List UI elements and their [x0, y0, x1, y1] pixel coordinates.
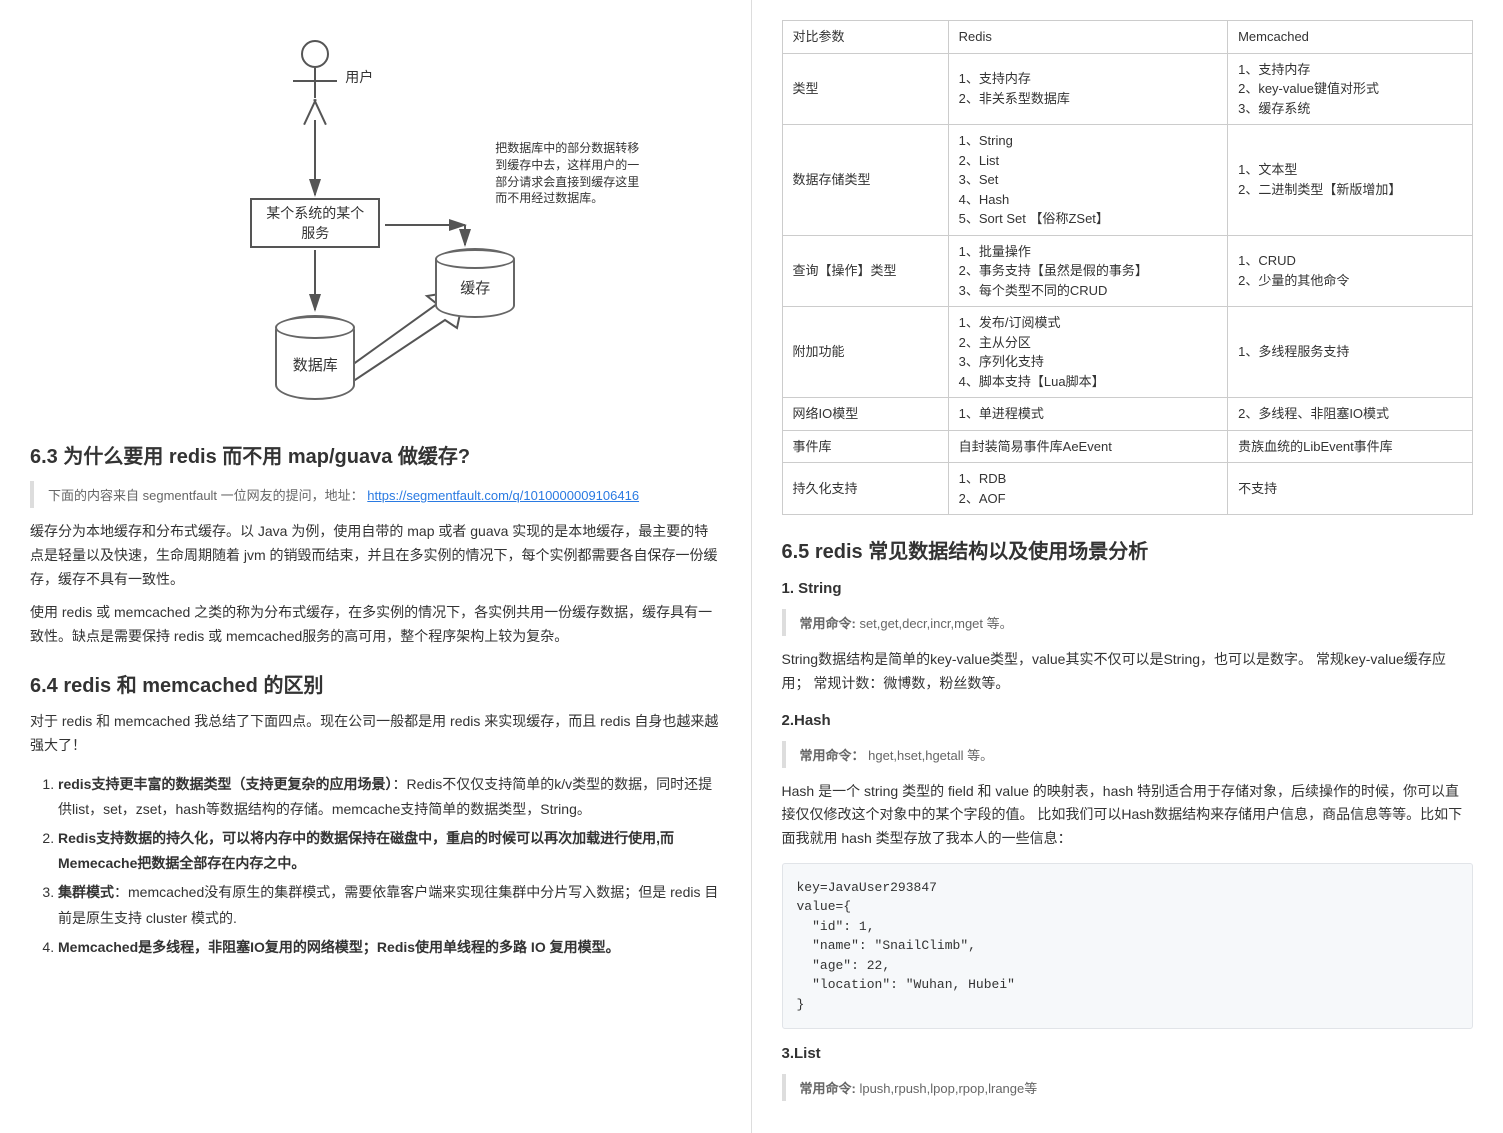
list-item: Memcached是多线程，非阻塞IO复用的网络模型；Redis使用单线程的多路…	[58, 935, 721, 960]
left-column: 用户 某个系统的某个 服务 缓存 数据库 把数据库中的部分数据转移 到缓存中去，…	[0, 0, 752, 1133]
sec65-hash-title: 2.Hash	[782, 712, 1474, 729]
table-cell: 1、单进程模式	[948, 398, 1227, 431]
cache-label: 缓存	[437, 277, 513, 298]
db-cylinder: 数据库	[275, 315, 355, 400]
table-cell: 1、多线程服务支持	[1228, 307, 1473, 398]
table-cell: 1、支持内存 2、非关系型数据库	[948, 53, 1227, 125]
list-item: 集群模式：memcached没有原生的集群模式，需要依靠客户端来实现往集群中分片…	[58, 880, 721, 930]
section-6-5-title: 6.5 redis 常见数据结构以及使用场景分析	[782, 535, 1474, 564]
table-cell: 1、RDB 2、AOF	[948, 463, 1227, 515]
architecture-diagram: 用户 某个系统的某个 服务 缓存 数据库 把数据库中的部分数据转移 到缓存中去，…	[135, 20, 615, 420]
table-cell: 查询【操作】类型	[782, 235, 948, 307]
table-cell: 1、文本型 2、二进制类型【新版增加】	[1228, 125, 1473, 236]
section-6-4-title: 6.4 redis 和 memcached 的区别	[30, 669, 721, 698]
list-item: redis支持更丰富的数据类型（支持更复杂的应用场景）：Redis不仅仅支持简单…	[58, 772, 721, 822]
table-cell: 自封装简易事件库AeEvent	[948, 430, 1227, 463]
string-desc: String数据结构是简单的key-value类型，value其实不仅可以是St…	[782, 648, 1474, 696]
hash-code-block: key=JavaUser293847 value={ "id": 1, "nam…	[782, 863, 1474, 1030]
sec63-p2: 使用 redis 或 memcached 之类的称为分布式缓存，在多实例的情况下…	[30, 601, 721, 649]
table-cell: 数据存储类型	[782, 125, 948, 236]
table-header-cell: Memcached	[1228, 21, 1473, 54]
table-cell: 1、String 2、List 3、Set 4、Hash 5、Sort Set …	[948, 125, 1227, 236]
table-row: 类型1、支持内存 2、非关系型数据库1、支持内存 2、key-value键值对形…	[782, 53, 1473, 125]
section-6-3-title: 6.3 为什么要用 redis 而不用 map/guava 做缓存?	[30, 440, 721, 469]
table-cell: 1、批量操作 2、事务支持【虽然是假的事务】 3、每个类型不同的CRUD	[948, 235, 1227, 307]
hash-cmd-quote: 常用命令： hget,hset,hgetall 等。	[782, 741, 1474, 768]
string-cmd-quote: 常用命令: set,get,decr,incr,mget 等。	[782, 609, 1474, 636]
hash-cmds: hget,hset,hgetall 等。	[865, 748, 994, 763]
table-row: 网络IO模型1、单进程模式2、多线程、非阻塞IO模式	[782, 398, 1473, 431]
quote-prefix: 下面的内容来自 segmentfault 一位网友的提问，地址：	[48, 488, 364, 503]
string-cmds: set,get,decr,incr,mget 等。	[856, 616, 1013, 631]
segmentfault-link[interactable]: https://segmentfault.com/q/1010000009106…	[367, 488, 639, 503]
comparison-table: 对比参数RedisMemcached类型1、支持内存 2、非关系型数据库1、支持…	[782, 20, 1474, 515]
table-header-cell: 对比参数	[782, 21, 948, 54]
hash-desc: Hash 是一个 string 类型的 field 和 value 的映射表，h…	[782, 780, 1474, 851]
cmd-label: 常用命令：	[800, 748, 865, 763]
table-row: 事件库自封装简易事件库AeEvent贵族血统的LibEvent事件库	[782, 430, 1473, 463]
sec65-list-title: 3.List	[782, 1045, 1474, 1062]
table-cell: 2、多线程、非阻塞IO模式	[1228, 398, 1473, 431]
table-cell: 类型	[782, 53, 948, 125]
right-column: 对比参数RedisMemcached类型1、支持内存 2、非关系型数据库1、支持…	[752, 0, 1503, 1133]
table-cell: 1、支持内存 2、key-value键值对形式 3、缓存系统	[1228, 53, 1473, 125]
table-row: 数据存储类型1、String 2、List 3、Set 4、Hash 5、Sor…	[782, 125, 1473, 236]
table-header-cell: Redis	[948, 21, 1227, 54]
service-box: 某个系统的某个 服务	[250, 198, 380, 248]
user-icon	[301, 40, 329, 98]
table-cell: 附加功能	[782, 307, 948, 398]
table-row: 持久化支持1、RDB 2、AOF不支持	[782, 463, 1473, 515]
table-cell: 不支持	[1228, 463, 1473, 515]
list-item: Redis支持数据的持久化，可以将内存中的数据保持在磁盘中，重启的时候可以再次加…	[58, 826, 721, 876]
table-cell: 事件库	[782, 430, 948, 463]
sec64-intro: 对于 redis 和 memcached 我总结了下面四点。现在公司一般都是用 …	[30, 710, 721, 758]
sec65-string-title: 1. String	[782, 580, 1474, 597]
cmd-label: 常用命令:	[800, 616, 856, 631]
sec63-p1: 缓存分为本地缓存和分布式缓存。以 Java 为例，使用自带的 map 或者 gu…	[30, 520, 721, 591]
cache-cylinder: 缓存	[435, 248, 515, 318]
table-cell: 网络IO模型	[782, 398, 948, 431]
table-cell: 贵族血统的LibEvent事件库	[1228, 430, 1473, 463]
list-cmds: lpush,rpush,lpop,rpop,lrange等	[856, 1081, 1037, 1096]
table-row: 查询【操作】类型1、批量操作 2、事务支持【虽然是假的事务】 3、每个类型不同的…	[782, 235, 1473, 307]
list-cmd-quote: 常用命令: lpush,rpush,lpop,rpop,lrange等	[782, 1074, 1474, 1101]
table-cell: 1、CRUD 2、少量的其他命令	[1228, 235, 1473, 307]
table-cell: 1、发布/订阅模式 2、主从分区 3、序列化支持 4、脚本支持【Lua脚本】	[948, 307, 1227, 398]
sec64-list: redis支持更丰富的数据类型（支持更复杂的应用场景）：Redis不仅仅支持简单…	[30, 772, 721, 960]
diagram-note: 把数据库中的部分数据转移 到缓存中去，这样用户的一 部分请求会直接到缓存这里 而…	[495, 140, 665, 207]
cmd-label: 常用命令:	[800, 1081, 856, 1096]
db-label: 数据库	[277, 354, 353, 375]
table-row: 附加功能1、发布/订阅模式 2、主从分区 3、序列化支持 4、脚本支持【Lua脚…	[782, 307, 1473, 398]
table-cell: 持久化支持	[782, 463, 948, 515]
quote-block-63: 下面的内容来自 segmentfault 一位网友的提问，地址： https:/…	[30, 481, 721, 508]
user-label: 用户	[345, 68, 373, 88]
